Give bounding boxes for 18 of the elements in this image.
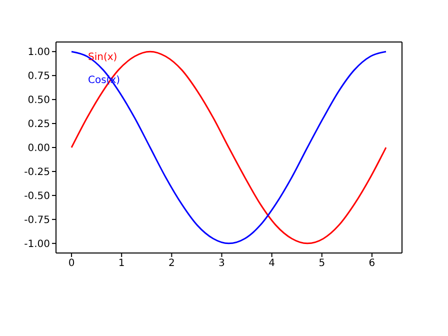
x-tick-label: 5 <box>318 258 326 270</box>
x-tick-label: 0 <box>68 258 75 270</box>
y-tick-label: 0.75 <box>28 71 50 82</box>
y-tick-label: 0.50 <box>28 95 50 106</box>
y-tick-label: -1.00 <box>24 238 50 250</box>
y-tick-label: 0.25 <box>28 119 50 130</box>
x-tick-label: 4 <box>268 258 275 270</box>
y-tick-label: -0.75 <box>24 214 50 226</box>
x-tick-label: 6 <box>368 258 376 270</box>
x-tick-label: 2 <box>168 258 175 270</box>
y-tick-label: 0.00 <box>28 143 50 154</box>
line-series <box>70 50 387 244</box>
series-label: Sin(x) <box>88 52 118 63</box>
y-tick-label: -0.25 <box>24 167 50 178</box>
x-tick-label: 1 <box>118 258 125 270</box>
y-tick-label: -0.50 <box>24 191 50 202</box>
y-tick-label: 1.00 <box>28 47 50 58</box>
x-tick-label: 3 <box>218 258 225 270</box>
